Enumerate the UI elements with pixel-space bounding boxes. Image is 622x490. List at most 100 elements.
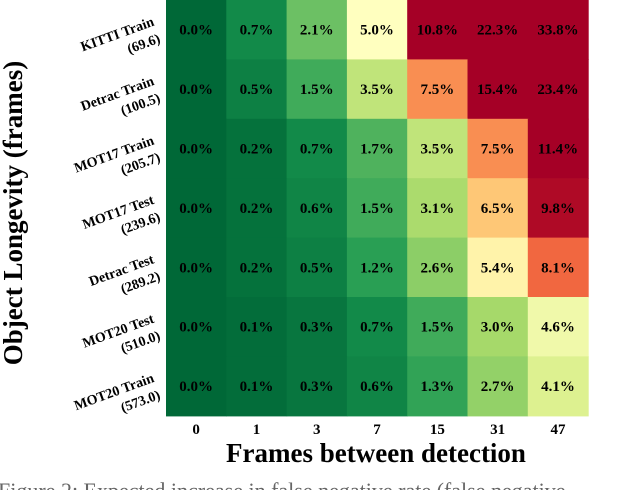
heatmap-cell bbox=[346, 0, 408, 60]
heatmap-cell bbox=[527, 178, 589, 239]
heatmap-cell bbox=[286, 118, 348, 179]
heatmap-cell bbox=[226, 178, 288, 239]
heatmap-cell bbox=[346, 118, 408, 179]
cell-value-label: 3.1% bbox=[420, 201, 454, 217]
heatmap-cell bbox=[166, 118, 227, 179]
x-tick-label: 47 bbox=[550, 422, 566, 438]
heatmap-cell bbox=[286, 356, 348, 417]
cell-value-label: 2.1% bbox=[300, 23, 334, 39]
heatmap-cell bbox=[527, 59, 589, 120]
heatmap-cell bbox=[467, 237, 529, 298]
cell-value-label: 1.3% bbox=[420, 379, 454, 395]
cell-value-label: 0.2% bbox=[240, 260, 274, 276]
heatmap-cells bbox=[166, 0, 589, 417]
cell-value-label: 0.5% bbox=[240, 82, 274, 98]
heatmap-cell bbox=[166, 297, 227, 357]
heatmap-cell bbox=[346, 356, 408, 417]
cell-value-label: 0.7% bbox=[360, 320, 394, 336]
heatmap-cell bbox=[407, 237, 469, 298]
cell-value-label: 0.0% bbox=[179, 82, 213, 98]
cell-value-label: 1.5% bbox=[420, 320, 454, 336]
heatmap-cell bbox=[346, 297, 408, 357]
heatmap-cell-labels: 0.0% 0.7% 2.1% 5.0% 10.8% 22.3% 33.8% 0.0% 0.5% 1… bbox=[179, 23, 578, 395]
cell-value-label: 0.0% bbox=[179, 260, 213, 276]
heatmap-cell bbox=[407, 59, 469, 120]
cell-value-label: 0.7% bbox=[240, 23, 274, 39]
heatmap-cell bbox=[346, 178, 408, 239]
cell-value-label: 8.1% bbox=[541, 260, 575, 276]
cell-value-label: 2.6% bbox=[420, 260, 454, 276]
x-tick-label: 31 bbox=[490, 422, 505, 438]
cell-value-label: 10.8% bbox=[417, 23, 458, 39]
y-tick-label: Detrac Test(289.2) bbox=[87, 252, 163, 297]
cell-value-label: 0.0% bbox=[179, 23, 213, 39]
y-tick-label: MOT17 Test(239.6) bbox=[81, 193, 163, 238]
heatmap-cell bbox=[286, 297, 348, 357]
heatmap-cell bbox=[286, 178, 348, 239]
cell-value-label: 0.3% bbox=[300, 379, 334, 395]
heatmap-cell bbox=[527, 237, 589, 298]
heatmap-cell bbox=[166, 0, 227, 60]
cell-value-label: 0.3% bbox=[300, 320, 334, 336]
x-tick-label: 7 bbox=[373, 422, 381, 438]
heatmap-cell bbox=[407, 178, 469, 239]
cell-value-label: 1.5% bbox=[300, 82, 334, 98]
cell-value-label: 11.4% bbox=[538, 142, 578, 158]
heatmap-cell bbox=[407, 118, 469, 179]
cell-value-label: 3.5% bbox=[420, 142, 454, 158]
heatmap-cell bbox=[407, 356, 469, 417]
heatmap-cell bbox=[527, 297, 589, 357]
cell-value-label: 0.0% bbox=[179, 379, 213, 395]
heatmap-cell bbox=[286, 59, 348, 120]
y-tick-label: MOT20 Train(573.0) bbox=[72, 371, 162, 416]
cell-value-label: 0.6% bbox=[360, 379, 394, 395]
heatmap-cell bbox=[527, 0, 589, 60]
cell-value-label: 0.2% bbox=[240, 201, 274, 217]
cell-value-label: 0.0% bbox=[179, 142, 213, 158]
cell-value-label: 0.0% bbox=[179, 201, 213, 217]
cell-value-label: 7.5% bbox=[420, 82, 454, 98]
cell-value-label: 0.1% bbox=[240, 379, 274, 395]
heatmap-cell bbox=[407, 297, 469, 357]
heatmap-cell bbox=[226, 297, 288, 357]
x-tick-label: 1 bbox=[253, 422, 261, 438]
cell-value-label: 1.5% bbox=[360, 201, 394, 217]
heatmap-cell bbox=[166, 59, 227, 120]
cell-value-label: 0.5% bbox=[300, 260, 334, 276]
heatmap-cell bbox=[166, 237, 227, 298]
cell-value-label: 9.8% bbox=[541, 201, 575, 217]
heatmap-cell bbox=[226, 237, 288, 298]
cell-value-label: 4.1% bbox=[541, 379, 575, 395]
x-tick-label: 0 bbox=[192, 422, 200, 438]
y-tick-label: MOT17 Train(205.7) bbox=[72, 134, 162, 179]
y-tick-label: Detrac Train(100.5) bbox=[79, 74, 163, 119]
heatmap-cell bbox=[286, 237, 348, 298]
x-tick-label: 15 bbox=[430, 422, 445, 438]
heatmap-cell bbox=[467, 118, 529, 179]
heatmap-cell bbox=[467, 59, 529, 120]
heatmap-cell bbox=[226, 59, 288, 120]
cell-value-label: 2.7% bbox=[481, 379, 515, 395]
y-tick-label: MOT20 Test(510.0) bbox=[81, 312, 163, 357]
heatmap-cell bbox=[467, 0, 529, 60]
cell-value-label: 0.6% bbox=[300, 201, 334, 217]
heatmap-cell bbox=[346, 59, 408, 120]
heatmap-cell bbox=[226, 356, 288, 417]
heatmap-cell bbox=[166, 178, 227, 239]
cell-value-label: 0.0% bbox=[179, 320, 213, 336]
heatmap-cell bbox=[166, 356, 227, 417]
cell-value-label: 0.1% bbox=[240, 320, 274, 336]
x-axis-ticks: 0 1 3 7 15 31 47 bbox=[192, 422, 566, 438]
cell-value-label: 3.5% bbox=[360, 82, 394, 98]
cell-value-label: 3.0% bbox=[481, 320, 515, 336]
y-tick-label: KITTI Train(69.6) bbox=[79, 15, 163, 58]
heatmap-cell bbox=[407, 0, 469, 60]
cell-value-label: 7.5% bbox=[481, 142, 515, 158]
heatmap-cell bbox=[527, 356, 589, 417]
cell-value-label: 4.6% bbox=[541, 320, 575, 336]
x-axis-title: Frames between detection bbox=[226, 438, 526, 468]
heatmap-cell bbox=[467, 178, 529, 239]
heatmap-cell bbox=[527, 118, 589, 179]
cell-value-label: 5.4% bbox=[481, 260, 515, 276]
cell-value-label: 1.2% bbox=[360, 260, 394, 276]
